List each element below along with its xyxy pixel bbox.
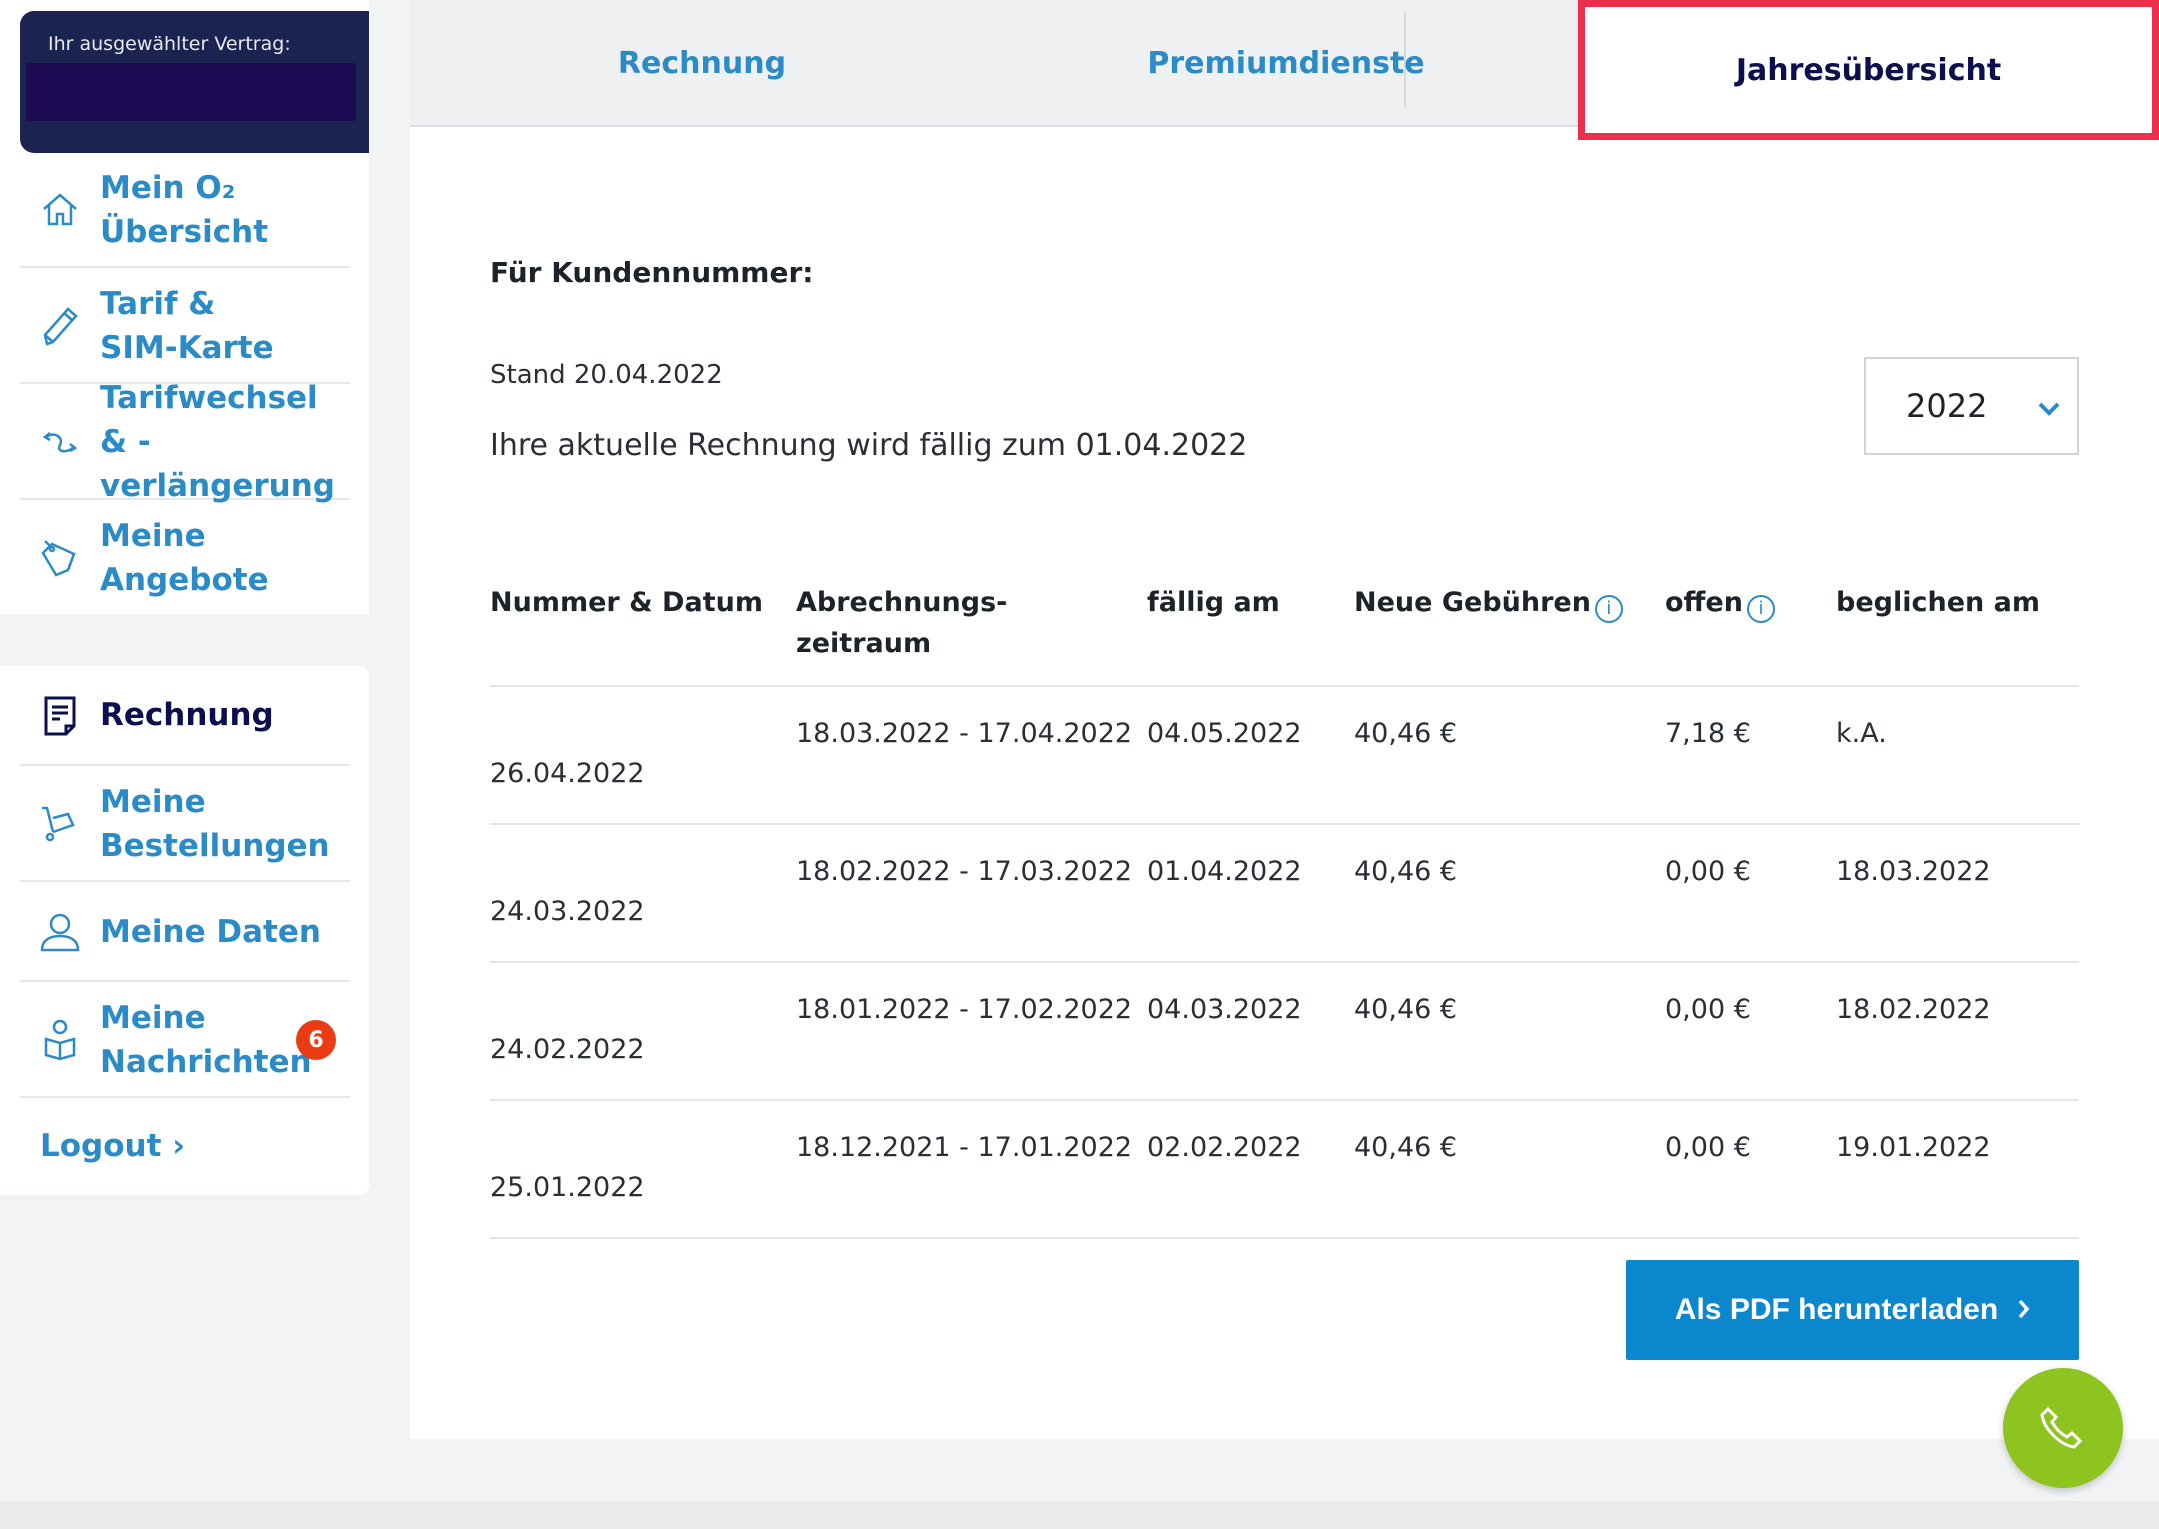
cell-invoice-date: 26.04.2022 <box>490 758 645 789</box>
cell-invoice-date: 24.02.2022 <box>490 1034 645 1065</box>
column-header-billing-period: Abrechnungs- zeitraum <box>796 587 1008 659</box>
year-value: 2022 <box>1906 387 1988 425</box>
cell-open-amount: 7,18 € <box>1665 718 1751 749</box>
column-header-new-charges: Neue Gebühren i <box>1354 582 1623 623</box>
table-divider <box>490 823 2079 825</box>
cell-billing-period: 18.03.2022 - 17.04.2022 <box>796 718 1133 749</box>
column-header-due-date: fällig am <box>1147 587 1280 618</box>
due-notice: Ihre aktuelle Rechnung wird fällig zum 0… <box>490 428 1248 463</box>
user-icon <box>20 912 100 952</box>
unread-count-badge: 6 <box>296 1020 336 1060</box>
sidebar-item-my-data[interactable]: Meine Daten <box>20 884 350 982</box>
info-icon[interactable]: i <box>1746 595 1775 623</box>
tab-divider <box>1404 12 1406 107</box>
cell-new-charges: 40,46 € <box>1354 994 1458 1025</box>
sidebar-item-invoice[interactable]: Rechnung <box>20 666 350 766</box>
sidebar-item-label: Meine Bestellungen <box>100 784 330 864</box>
cell-paid-on: 18.02.2022 <box>1836 994 1991 1025</box>
contract-value-redacted <box>26 63 356 121</box>
tab-annual-overview[interactable]: Jahresübersicht <box>1578 0 2159 140</box>
table-divider <box>490 961 2079 963</box>
sidebar-item-label: Tarif & SIM-Karte <box>100 286 274 366</box>
sidebar-item-tariff-change[interactable]: Tarifwechsel & -verlängerung <box>20 380 350 504</box>
sidebar-item-overview[interactable]: Mein O₂ Übersicht <box>20 153 350 268</box>
column-header-label: Neue Gebühren <box>1354 587 1591 618</box>
sidebar-item-label: Rechnung <box>100 697 274 733</box>
sidebar-item-label: Mein O₂ Übersicht <box>100 169 269 250</box>
sidebar-item-messages[interactable]: Meine Nachrichten 6 <box>20 984 350 1098</box>
main-content <box>410 0 2159 1439</box>
column-header-open: offen i <box>1665 582 1775 623</box>
cell-due-date: 01.04.2022 <box>1147 856 1302 887</box>
status-date: Stand 20.04.2022 <box>490 360 723 390</box>
swap-icon <box>20 429 100 455</box>
phone-icon <box>2038 1401 2088 1455</box>
table-divider <box>490 1099 2079 1101</box>
sidebar-item-orders[interactable]: Meine Bestellungen <box>20 768 350 882</box>
cell-open-amount: 0,00 € <box>1665 1132 1751 1163</box>
sidebar-item-offers[interactable]: Meine Angebote <box>20 502 350 614</box>
year-select[interactable]: 2022 <box>1864 357 2079 455</box>
sidebar-item-label: Meine Nachrichten <box>100 1000 312 1080</box>
cell-paid-on: k.A. <box>1836 718 1887 749</box>
tag-icon <box>20 538 100 578</box>
info-icon[interactable]: i <box>1594 595 1623 623</box>
cell-due-date: 04.03.2022 <box>1147 994 1302 1025</box>
sidebar-item-label: Meine Angebote <box>100 518 269 598</box>
logout-link[interactable]: Logout › <box>40 1128 185 1164</box>
cell-open-amount: 0,00 € <box>1665 856 1751 887</box>
contract-selector[interactable]: Ihr ausgewählter Vertrag: <box>20 11 369 153</box>
sidebar-item-tariff[interactable]: Tarif & SIM-Karte <box>20 270 350 384</box>
table-divider <box>490 685 2079 687</box>
reader-icon <box>20 1019 100 1061</box>
contract-label: Ihr ausgewählter Vertrag: <box>48 33 291 55</box>
cell-invoice-date: 24.03.2022 <box>490 896 645 927</box>
sidebar-item-label: Meine Daten <box>100 914 321 950</box>
download-pdf-button[interactable]: Als PDF herunterladen <box>1626 1260 2079 1360</box>
cart-icon <box>20 804 100 844</box>
call-button[interactable] <box>2003 1368 2123 1488</box>
footer-band <box>0 1501 2159 1529</box>
customer-number-label: Für Kundennummer: <box>490 256 814 289</box>
cell-new-charges: 40,46 € <box>1354 1132 1458 1163</box>
chevron-right-icon <box>2018 1293 2030 1327</box>
pencil-icon <box>20 304 100 348</box>
cell-due-date: 04.05.2022 <box>1147 718 1302 749</box>
cell-billing-period: 18.12.2021 - 17.01.2022 <box>796 1132 1133 1163</box>
column-header-number-date: Nummer & Datum <box>490 587 763 618</box>
cell-paid-on: 18.03.2022 <box>1836 856 1991 887</box>
cell-new-charges: 40,46 € <box>1354 718 1458 749</box>
tab-premium-services[interactable]: Premiumdienste <box>1147 46 1425 81</box>
cell-paid-on: 19.01.2022 <box>1836 1132 1991 1163</box>
cell-new-charges: 40,46 € <box>1354 856 1458 887</box>
column-header-label: offen <box>1665 587 1743 618</box>
home-icon <box>20 192 100 228</box>
tab-invoice[interactable]: Rechnung <box>617 46 787 81</box>
cell-billing-period: 18.01.2022 - 17.02.2022 <box>796 994 1133 1025</box>
invoice-icon <box>20 694 100 736</box>
cell-billing-period: 18.02.2022 - 17.03.2022 <box>796 856 1133 887</box>
cell-invoice-date: 25.01.2022 <box>490 1172 645 1203</box>
cell-open-amount: 0,00 € <box>1665 994 1751 1025</box>
cell-due-date: 02.02.2022 <box>1147 1132 1302 1163</box>
sidebar-account-panel <box>0 666 369 1195</box>
table-divider <box>490 1237 2079 1239</box>
column-header-paid-on: beglichen am <box>1836 587 2040 618</box>
download-pdf-label: Als PDF herunterladen <box>1674 1293 1999 1326</box>
sidebar-item-label: Tarifwechsel & -verlängerung <box>100 380 335 504</box>
chevron-down-icon <box>2037 387 2061 425</box>
